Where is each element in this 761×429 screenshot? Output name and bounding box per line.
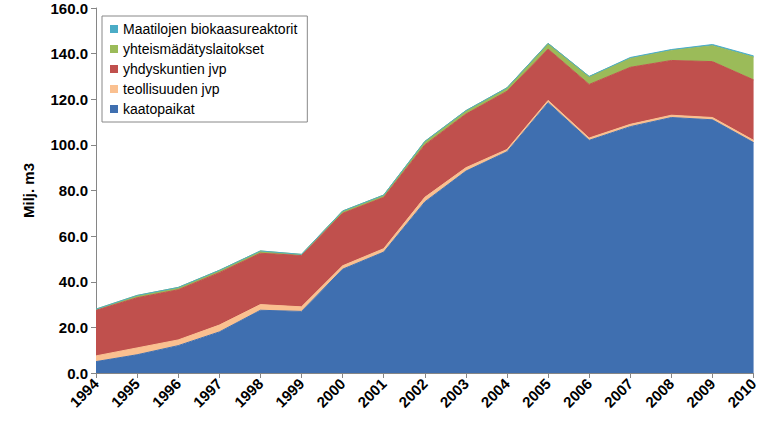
- svg-text:1994: 1994: [66, 375, 102, 411]
- svg-text:Maatilojen biokaasureaktorit: Maatilojen biokaasureaktorit: [123, 21, 297, 37]
- svg-text:2000: 2000: [313, 375, 349, 411]
- svg-text:teollisuuden jvp: teollisuuden jvp: [123, 81, 220, 97]
- svg-text:2003: 2003: [436, 375, 472, 411]
- svg-text:2009: 2009: [683, 375, 719, 411]
- svg-text:1997: 1997: [190, 375, 226, 411]
- svg-text:yhteismädätyslaitokset: yhteismädätyslaitokset: [123, 41, 264, 57]
- svg-text:20.0: 20.0: [59, 319, 88, 336]
- svg-text:40.0: 40.0: [59, 273, 88, 290]
- svg-text:2008: 2008: [642, 375, 678, 411]
- svg-text:80.0: 80.0: [59, 182, 88, 199]
- svg-text:yhdyskuntien jvp: yhdyskuntien jvp: [123, 61, 227, 77]
- svg-text:140.0: 140.0: [50, 45, 88, 62]
- svg-text:120.0: 120.0: [50, 91, 88, 108]
- svg-text:1998: 1998: [231, 375, 267, 411]
- svg-text:0.0: 0.0: [67, 364, 88, 382]
- svg-text:2006: 2006: [560, 375, 596, 411]
- svg-text:60.0: 60.0: [59, 228, 88, 245]
- svg-text:1999: 1999: [272, 375, 308, 411]
- svg-text:100.0: 100.0: [50, 136, 88, 153]
- svg-text:kaatopaikat: kaatopaikat: [123, 101, 195, 117]
- svg-text:2002: 2002: [395, 375, 431, 411]
- svg-text:160.0: 160.0: [50, 0, 88, 17]
- svg-text:2007: 2007: [601, 375, 637, 411]
- svg-text:2001: 2001: [354, 375, 390, 411]
- svg-text:1996: 1996: [149, 375, 185, 411]
- svg-text:2004: 2004: [477, 375, 513, 411]
- svg-text:1995: 1995: [108, 375, 144, 411]
- svg-text:2010: 2010: [724, 375, 760, 411]
- svg-text:Milj. m3: Milj. m3: [20, 163, 37, 218]
- svg-text:2005: 2005: [518, 375, 554, 411]
